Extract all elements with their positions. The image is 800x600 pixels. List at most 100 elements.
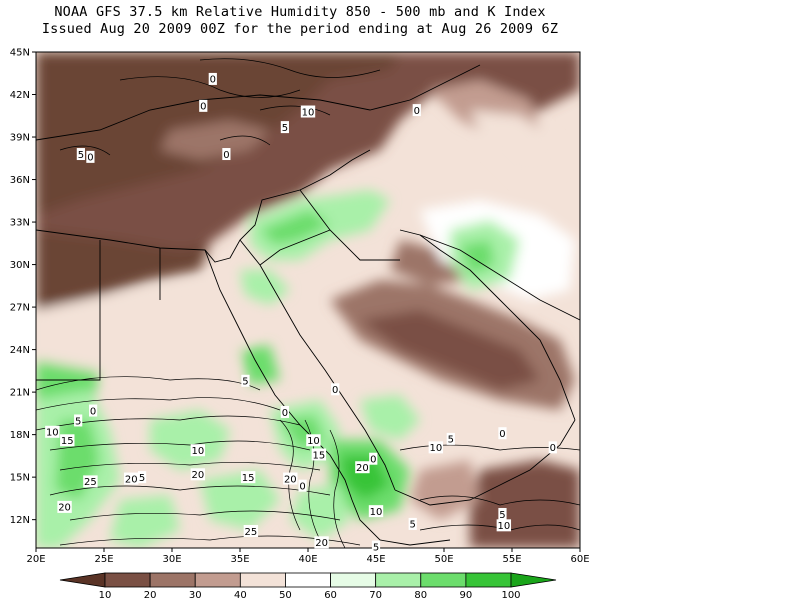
black-sea-coast <box>36 64 481 141</box>
title-line-2: Issued Aug 20 2009 00Z for the period en… <box>41 21 559 37</box>
lon-tick-label: 35E <box>230 554 249 565</box>
k-index-label-text: 10 <box>307 436 320 447</box>
k-index-label: 5 <box>76 148 85 161</box>
k-index-label-text: 10 <box>46 428 59 439</box>
colorbar-label: 30 <box>189 590 202 600</box>
title-line-1: NOAA GFS 37.5 km Relative Humidity 850 -… <box>54 4 546 20</box>
iran-coast <box>419 234 580 321</box>
k-index-label: 0 <box>89 404 98 417</box>
k-index-label-text: 20 <box>125 474 138 485</box>
k-index-label-text: 15 <box>242 473 255 484</box>
gulf-coast <box>399 229 576 421</box>
k-index-label-bg <box>306 434 321 447</box>
k-index-label: 10 <box>496 519 512 532</box>
k-index-label-bg <box>314 536 329 549</box>
k-index-label-bg <box>199 99 208 112</box>
k-index-label: 5 <box>280 121 289 134</box>
k-index-label: 15 <box>60 434 75 447</box>
k-index-label-text: 0 <box>210 75 216 86</box>
k-index-label: 10 <box>190 444 206 457</box>
lat-tick-label: 45N <box>10 48 30 59</box>
lat-tick-label: 33N <box>10 218 30 229</box>
k-index-label-text: 20 <box>191 470 204 481</box>
lat-tick-label: 21N <box>10 388 30 399</box>
k-index-label-bg <box>298 479 307 492</box>
k-index-label-bg <box>412 104 421 117</box>
k-index-label-bg <box>60 434 75 447</box>
lat-tick-label: 12N <box>10 515 30 526</box>
k-index-label: 10 <box>368 505 384 518</box>
arabian-south-coast <box>394 419 576 506</box>
k-index-label: 20 <box>190 468 206 481</box>
colorbar-right-arrow <box>510 572 557 588</box>
k-index-label: 0 <box>412 104 421 117</box>
k-index-label-bg <box>311 448 327 461</box>
k-index-label-bg <box>408 517 417 530</box>
k-index-label-text: 5 <box>282 123 288 134</box>
k-index-label: 20 <box>124 472 139 485</box>
coastlines <box>36 64 580 546</box>
lon-tick-label: 45E <box>366 554 385 565</box>
k-index-label-bg <box>241 374 250 387</box>
k-index-label-bg <box>428 441 444 454</box>
red-sea-east-coast <box>239 239 396 491</box>
k-index-label-bg <box>208 72 217 85</box>
k-index-label: 5 <box>446 432 455 446</box>
k-index-label-text: 25 <box>245 527 258 538</box>
k-index-label: 0 <box>298 479 307 492</box>
k-index-label-text: 20 <box>315 538 328 549</box>
k-index-label-bg <box>137 471 147 484</box>
k-index-label-bg <box>446 432 455 445</box>
k-index-label-text: 5 <box>448 435 454 446</box>
k-index-label-bg <box>83 475 98 488</box>
map-title: NOAA GFS 37.5 km Relative Humidity 850 -… <box>0 4 600 38</box>
k-index-label-bg <box>45 425 60 438</box>
k-index-label-bg <box>280 121 289 134</box>
k-index-label-text: 25 <box>84 477 97 488</box>
k-index-label: 5 <box>74 414 83 427</box>
k-index-label: 0 <box>280 405 289 419</box>
k-index-label-bg <box>190 444 206 457</box>
k-index-label-text: 5 <box>75 416 81 427</box>
colorbar-box <box>285 572 331 588</box>
colorbar-box <box>149 572 196 588</box>
k-index-label-text: 5 <box>373 542 379 553</box>
k-index-label-text: 5 <box>242 377 248 388</box>
k-index-label-bg <box>548 441 557 454</box>
lon-tick-label: 60E <box>570 554 589 565</box>
k-index-label: 5 <box>137 471 147 484</box>
k-index-label-bg <box>89 404 98 417</box>
k-index-label-text: 15 <box>313 450 326 461</box>
colorbar-box <box>239 572 286 588</box>
k-index-label-bg <box>369 452 378 465</box>
k-index-label: 15 <box>311 448 327 461</box>
colorbar-label: 100 <box>501 590 520 600</box>
k-index-label: 5 <box>241 374 250 388</box>
k-index-label-bg <box>355 461 370 474</box>
lon-tick-label: 30E <box>162 554 181 565</box>
k-index-label-text: 5 <box>410 520 416 531</box>
k-index-label-bg <box>496 519 512 532</box>
k-index-label: 0 <box>86 150 95 164</box>
humidity-field <box>36 52 580 548</box>
red-sea-west-coast <box>204 249 353 501</box>
k-index-label-text: 10 <box>302 107 315 118</box>
colorbar-label: 20 <box>144 590 157 600</box>
k-index-label: 20 <box>57 500 72 514</box>
k-index-label-bg <box>243 524 259 537</box>
colorbar-box <box>465 572 512 588</box>
colorbar-label: 90 <box>460 590 473 600</box>
k-index-label-bg <box>300 105 316 118</box>
colorbar-box <box>420 572 467 588</box>
lat-tick-label: 42N <box>10 90 30 101</box>
k-index-label-text: 20 <box>284 474 297 485</box>
k-index-label-bg <box>240 471 256 484</box>
lon-tick-label: 20E <box>26 554 45 565</box>
k-index-label-bg <box>498 507 507 520</box>
k-index-label-bg <box>498 427 507 440</box>
k-index-label-text: 10 <box>191 446 204 457</box>
colorbar-label: 50 <box>279 590 292 600</box>
k-index-label: 0 <box>208 72 217 86</box>
longitude-axis: 20E 25E 30E 35E 40E 45E 50E 55E 60E <box>26 548 590 565</box>
